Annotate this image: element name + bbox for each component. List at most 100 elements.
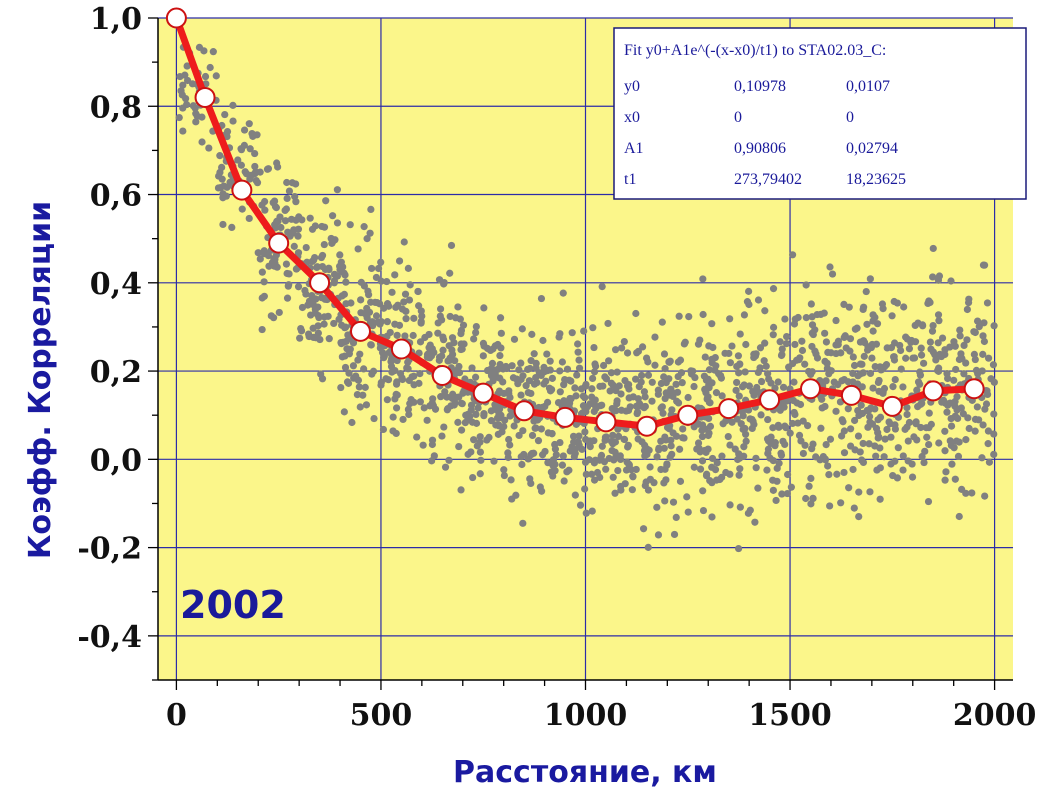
scatter-point	[726, 315, 734, 323]
scatter-point	[537, 294, 546, 303]
scatter-point	[518, 325, 526, 333]
scatter-point	[769, 424, 777, 432]
scatter-point	[372, 312, 381, 320]
scatter-point	[675, 312, 683, 320]
scatter-point	[464, 450, 472, 458]
scatter-point	[410, 314, 418, 322]
scatter-point	[476, 470, 484, 478]
scatter-point	[654, 390, 662, 398]
scatter-point	[201, 72, 210, 81]
scatter-point	[781, 315, 789, 323]
scatter-point	[734, 455, 742, 464]
mean-marker	[677, 404, 699, 426]
scatter-point	[438, 432, 446, 440]
scatter-point	[592, 362, 600, 370]
scatter-point	[248, 130, 256, 138]
scatter-point	[179, 127, 187, 135]
scatter-point	[856, 360, 864, 368]
scatter-point	[183, 76, 192, 85]
scatter-point	[298, 216, 306, 224]
scatter-point	[620, 337, 628, 346]
scatter-point	[256, 255, 264, 263]
scatter-point	[702, 448, 710, 456]
scatter-point	[528, 330, 536, 338]
scatter-point	[948, 460, 956, 468]
scatter-point	[246, 145, 254, 153]
scatter-point	[825, 470, 833, 479]
scatter-point	[270, 197, 279, 205]
scatter-point	[251, 162, 259, 171]
scatter-point	[581, 485, 589, 493]
scatter-point	[274, 163, 282, 171]
scatter-point	[651, 361, 659, 369]
scatter-point	[282, 260, 291, 268]
scatter-point	[654, 531, 663, 539]
scatter-point	[572, 420, 580, 428]
scatter-point	[435, 353, 444, 361]
scatter-point	[517, 453, 525, 461]
scatter-point	[436, 305, 445, 313]
scatter-point	[733, 378, 741, 387]
scatter-point	[632, 465, 640, 474]
fit-param-name: t1	[624, 171, 636, 188]
scatter-point	[628, 486, 636, 494]
scatter-point	[589, 324, 597, 332]
scatter-point	[591, 456, 600, 464]
scatter-point	[342, 300, 350, 308]
scatter-point	[563, 468, 571, 476]
mean-marker	[718, 398, 740, 420]
scatter-point	[314, 329, 322, 337]
scatter-point	[298, 303, 307, 312]
mean-marker	[595, 411, 617, 433]
scatter-point	[479, 339, 488, 347]
scatter-point	[309, 324, 317, 332]
scatter-point	[840, 300, 848, 309]
scatter-point	[876, 444, 884, 452]
scatter-point	[477, 456, 485, 464]
scatter-point	[629, 472, 637, 480]
scatter-point	[734, 544, 743, 553]
scatter-point	[608, 446, 616, 455]
scatter-point	[575, 364, 584, 372]
scatter-point	[472, 410, 480, 419]
scatter-point	[363, 235, 371, 243]
scatter-point	[690, 382, 698, 391]
scatter-point	[764, 370, 772, 378]
scatter-point	[617, 486, 625, 494]
scatter-point	[799, 417, 807, 425]
scatter-point	[807, 300, 815, 308]
scatter-point	[807, 474, 815, 483]
scatter-point	[790, 408, 798, 417]
scatter-point	[528, 431, 537, 440]
scatter-point	[934, 339, 942, 347]
scatter-point	[410, 372, 418, 380]
scatter-point	[804, 422, 812, 430]
scatter-point	[542, 377, 550, 385]
scatter-point	[616, 452, 624, 460]
scatter-point	[354, 356, 362, 364]
scatter-point	[430, 452, 438, 460]
scatter-point	[808, 368, 816, 376]
scatter-point	[769, 323, 778, 331]
scatter-point	[558, 358, 566, 366]
scatter-point	[913, 386, 921, 394]
scatter-point	[588, 385, 596, 393]
scatter-point	[416, 370, 424, 378]
scatter-point	[929, 321, 937, 330]
scatter-point	[309, 333, 318, 342]
scatter-point	[891, 375, 899, 384]
scatter-point	[666, 357, 674, 365]
scatter-point	[294, 225, 303, 233]
scatter-point	[773, 464, 781, 472]
scatter-point	[698, 457, 707, 465]
scatter-point	[913, 436, 921, 444]
scatter-point	[399, 415, 407, 424]
scatter-point	[857, 401, 865, 409]
scatter-point	[840, 375, 848, 384]
scatter-point	[971, 427, 979, 435]
scatter-point	[960, 370, 968, 378]
scatter-point	[813, 310, 821, 319]
scatter-point	[763, 466, 771, 474]
scatter-point	[726, 359, 734, 367]
scatter-point	[441, 463, 450, 471]
